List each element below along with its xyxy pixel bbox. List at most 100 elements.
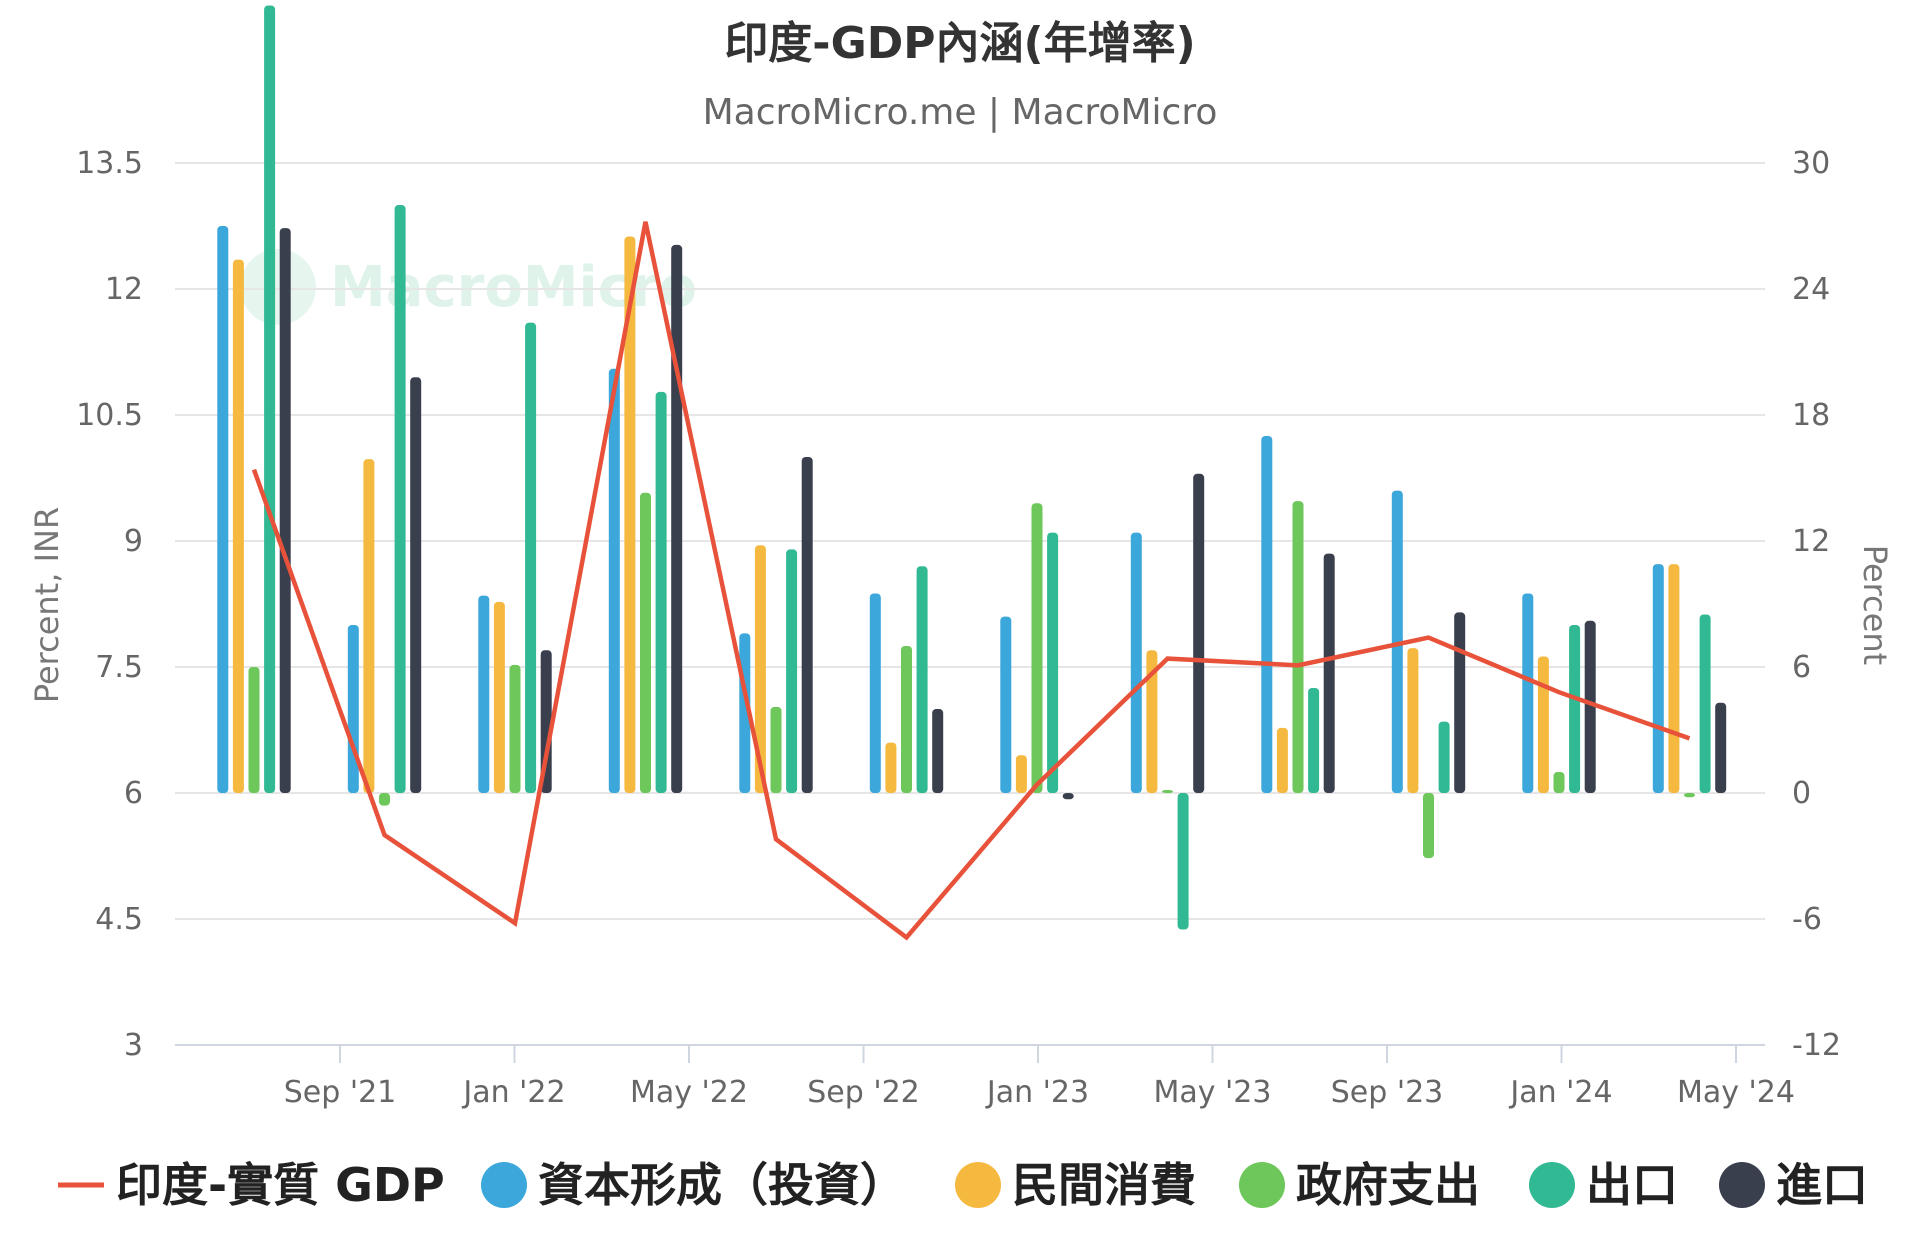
bar bbox=[347, 625, 359, 793]
chart-subtitle: MacroMicro.me | MacroMicro bbox=[703, 92, 1218, 133]
bar bbox=[671, 244, 683, 793]
legend-dot-swatch bbox=[955, 1162, 1001, 1208]
bar bbox=[1652, 564, 1664, 793]
bar bbox=[1715, 702, 1727, 793]
bar bbox=[1391, 490, 1403, 793]
x-tick-label: May '22 bbox=[630, 1075, 748, 1110]
legend-label: 進口 bbox=[1776, 1158, 1868, 1212]
bar bbox=[1423, 793, 1434, 859]
left-tick-label: 4.5 bbox=[95, 902, 143, 937]
legend-item[interactable]: 資本形成（投資） bbox=[481, 1158, 906, 1212]
chart-title: 印度-GDP內涵(年增率) bbox=[724, 18, 1195, 69]
bar bbox=[1569, 625, 1581, 793]
watermark-text: MacroMicro bbox=[330, 255, 697, 320]
x-tick-label: May '23 bbox=[1154, 1075, 1272, 1110]
left-tick-label: 3 bbox=[124, 1028, 143, 1063]
bar bbox=[379, 793, 390, 806]
bar bbox=[1684, 793, 1695, 798]
bar bbox=[1537, 656, 1549, 793]
bar bbox=[869, 593, 881, 793]
legend-dot-swatch bbox=[481, 1162, 527, 1208]
x-tick-label: Jan '23 bbox=[985, 1075, 1089, 1110]
legend-item[interactable]: 出口 bbox=[1529, 1158, 1678, 1212]
bar bbox=[655, 391, 667, 793]
left-axis-title: Percent, INR bbox=[28, 507, 66, 703]
right-tick-label: -6 bbox=[1792, 902, 1822, 937]
left-tick-label: 9 bbox=[124, 524, 143, 559]
bar bbox=[394, 205, 406, 793]
right-tick-label: 18 bbox=[1792, 398, 1830, 433]
bar bbox=[1047, 532, 1059, 793]
bar bbox=[624, 236, 636, 793]
line-series bbox=[251, 221, 1691, 941]
right-tick-label: -12 bbox=[1792, 1028, 1841, 1063]
bar bbox=[1276, 727, 1288, 793]
x-tick-label: Sep '23 bbox=[1331, 1075, 1444, 1110]
bar bbox=[916, 566, 928, 793]
left-axis: 13.5 12 10.5 9 7.5 6 4.5 3 bbox=[76, 146, 143, 1063]
bar bbox=[901, 646, 912, 793]
right-tick-label: 0 bbox=[1792, 776, 1811, 811]
x-axis: Sep '21 Jan '22 May '22 Sep '22 Jan '23 May '… bbox=[284, 1045, 1795, 1110]
bar bbox=[1454, 612, 1466, 793]
bar bbox=[1553, 772, 1565, 793]
bar bbox=[1438, 721, 1450, 793]
bar bbox=[1522, 593, 1534, 793]
bar bbox=[1193, 473, 1205, 793]
left-tick-label: 6 bbox=[124, 776, 143, 811]
x-tick-label: Jan '22 bbox=[461, 1075, 565, 1110]
right-tick-label: 12 bbox=[1792, 524, 1830, 559]
legend-item[interactable]: 印度-實質 GDP bbox=[58, 1158, 445, 1212]
bar bbox=[264, 5, 276, 793]
legend-label: 出口 bbox=[1586, 1158, 1678, 1212]
bar bbox=[1146, 650, 1158, 793]
bar bbox=[1323, 553, 1335, 793]
bar bbox=[509, 664, 521, 793]
legend-label: 政府支出 bbox=[1296, 1158, 1480, 1212]
x-tick-label: Sep '21 bbox=[284, 1075, 397, 1110]
x-tick-label: Sep '22 bbox=[807, 1075, 920, 1110]
bar bbox=[525, 322, 537, 793]
bar-series bbox=[217, 5, 1727, 930]
right-axis-title: Percent bbox=[1856, 545, 1894, 665]
legend-item[interactable]: 民間消費 bbox=[955, 1158, 1196, 1212]
left-tick-label: 7.5 bbox=[95, 650, 143, 685]
bar bbox=[786, 549, 798, 793]
bar bbox=[770, 706, 782, 793]
bar bbox=[493, 601, 505, 793]
bar bbox=[932, 709, 944, 793]
x-tick-label: Jan '24 bbox=[1508, 1075, 1612, 1110]
legend-dot-swatch bbox=[1719, 1162, 1765, 1208]
bar bbox=[1015, 755, 1027, 793]
left-tick-label: 13.5 bbox=[76, 146, 143, 181]
bar bbox=[363, 459, 375, 793]
left-tick-label: 12 bbox=[105, 272, 143, 307]
legend-label: 民間消費 bbox=[1012, 1158, 1196, 1212]
bar bbox=[478, 595, 490, 793]
bar bbox=[608, 368, 620, 793]
right-tick-label: 24 bbox=[1792, 272, 1830, 307]
bar bbox=[754, 545, 766, 793]
right-tick-label: 30 bbox=[1792, 146, 1830, 181]
legend-dot-swatch bbox=[1529, 1162, 1575, 1208]
bar bbox=[1130, 532, 1142, 793]
right-tick-label: 6 bbox=[1792, 650, 1811, 685]
bar bbox=[1062, 793, 1074, 800]
bar bbox=[801, 457, 813, 793]
bar bbox=[232, 259, 244, 794]
legend-item[interactable]: 進口 bbox=[1719, 1158, 1868, 1212]
bar bbox=[1177, 793, 1189, 930]
x-tick-label: May '24 bbox=[1677, 1075, 1795, 1110]
bar bbox=[217, 226, 229, 793]
bar bbox=[279, 228, 291, 794]
left-tick-label: 10.5 bbox=[76, 398, 143, 433]
legend-label: 資本形成（投資） bbox=[538, 1158, 906, 1212]
bar bbox=[1031, 503, 1043, 793]
watermark-logo-icon bbox=[240, 249, 316, 325]
bar bbox=[885, 742, 897, 793]
legend-item[interactable]: 政府支出 bbox=[1239, 1158, 1480, 1212]
bar bbox=[1261, 436, 1273, 793]
line-real-gdp bbox=[251, 221, 1691, 941]
